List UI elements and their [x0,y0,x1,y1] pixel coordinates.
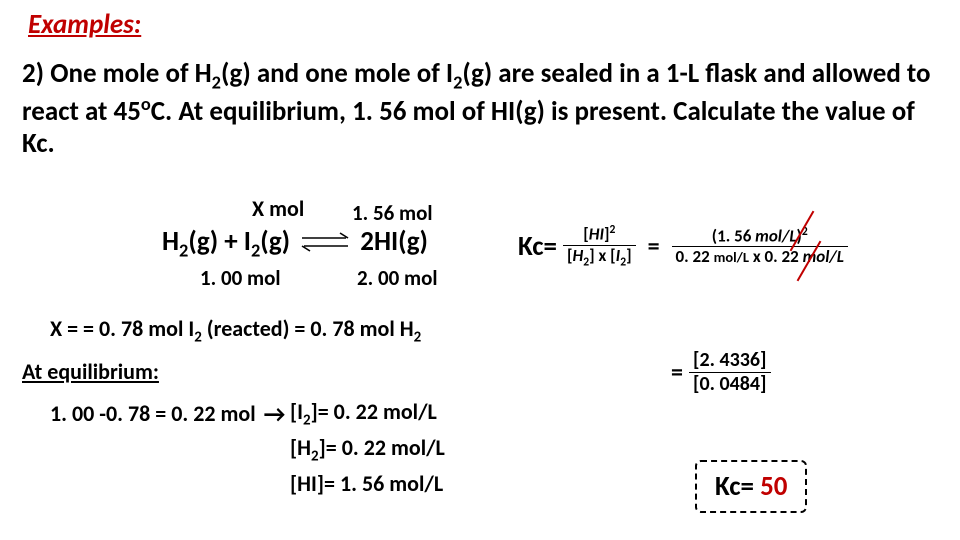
calc-line: 1. 00 -0. 78 = 0. 22 mol → [50,400,288,429]
conc-h2: [H2]= 0. 22 mol/L [290,434,445,465]
conc-hi: [HI]= 1. 56 mol/L [290,470,443,497]
at-equilibrium-label: At equilibrium: [22,358,159,385]
answer-label: Kc= [715,470,754,503]
x-mol-label: X mol [252,195,304,222]
equilibrium-arrows-icon [300,233,350,253]
reaction-rhs: 2HI(g) [360,225,428,258]
reaction-equation: H2(g) + I2(g) 2HI(g) [162,225,428,261]
answer-box: Kc= 50 [695,460,807,513]
kc-simplified-fraction: [2. 4336] [0. 0484] [689,350,771,395]
reaction-lhs: H2(g) + I2(g) [162,225,290,258]
hi-mol: 2. 00 mol [357,265,438,291]
kc-calculation: Kc= [HI]2 [H2] x [I2] = (1. 56 mol/L)2 0… [518,224,948,268]
section-title: Examples: [28,8,141,41]
conc-i2: [I2]= 0. 22 mol/L [290,398,437,429]
kc-numeric-fraction: (1. 56 mol/L)2 0. 22 mol/L x 0. 22 mol/L [672,226,848,266]
kc-symbolic-fraction: [HI]2 [H2] x [I2] [563,224,636,268]
hi-initial-mol: 1. 56 mol [352,200,433,226]
equals-sign-2: = [665,358,689,387]
h2-mol: 1. 00 mol [200,265,281,291]
equals-sign: = [642,232,666,261]
answer-value: 50 [760,470,787,503]
problem-statement: 2) One mole of H2(g) and one mole of I2(… [22,58,938,160]
x-equals-line: X = = 0. 78 mol I2 (reacted) = 0. 78 mol… [50,315,421,346]
kc-label: Kc= [518,230,557,263]
kc-simplified-row: = [2. 4336] [0. 0484] [665,350,771,395]
